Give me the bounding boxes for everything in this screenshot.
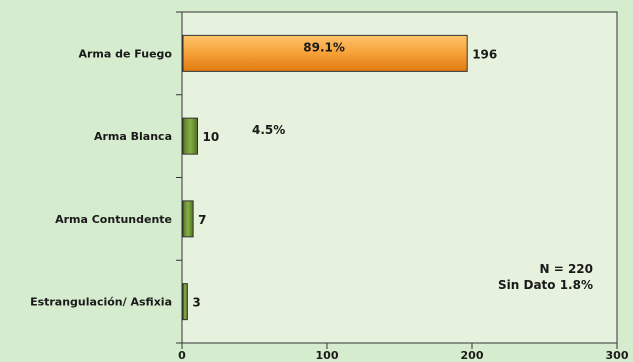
percent-label: 4.5% (252, 123, 285, 137)
x-tick-label: 200 (461, 349, 484, 362)
category-label: Arma de Fuego (78, 47, 172, 60)
percent-label: 89.1% (303, 40, 345, 54)
bar (182, 117, 198, 155)
x-tick-label: 0 (178, 349, 186, 362)
missing-data-note: Sin Dato 1.8% (498, 278, 593, 292)
category-label: Arma Blanca (94, 130, 172, 143)
value-label: 3 (192, 296, 200, 310)
value-label: 10 (203, 130, 220, 144)
sample-size-note: N = 220 (539, 262, 593, 276)
value-label: 196 (472, 47, 497, 61)
value-label: 7 (198, 213, 206, 227)
bar (182, 283, 188, 321)
x-tick-label: 300 (606, 349, 629, 362)
bar (182, 200, 194, 238)
bar (182, 34, 468, 72)
category-label: Estrangulación/ Asfixia (30, 296, 172, 309)
category-label: Arma Contundente (55, 213, 172, 226)
x-tick-label: 100 (316, 349, 339, 362)
